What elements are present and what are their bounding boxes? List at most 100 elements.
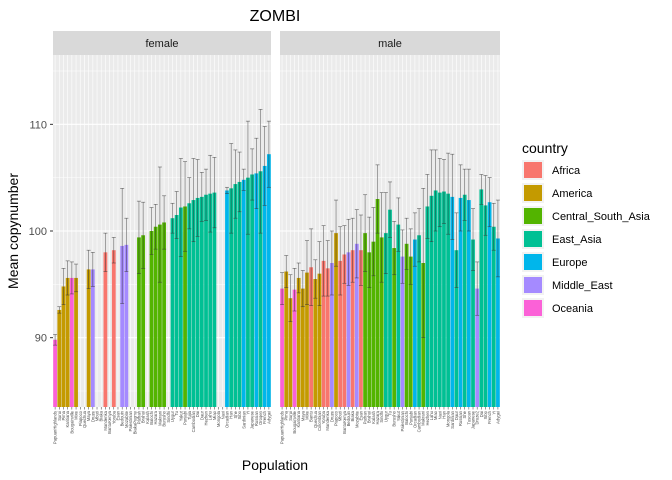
- y-axis-title: Mean copynumber: [5, 173, 21, 289]
- error-bar-male-Kalash: [371, 207, 376, 277]
- x-tick-label: Quechua: [313, 410, 318, 428]
- bar-male-Mbuti: [338, 260, 343, 407]
- x-tick-label: Balochi: [404, 411, 409, 425]
- x-tick-label: Mbuti: [95, 411, 100, 421]
- bar-male-Lahu: [429, 195, 434, 407]
- x-tick-label: Sindhi: [379, 411, 384, 423]
- error-bar-male-Brahui: [367, 216, 372, 288]
- bar-female-Maya: [86, 269, 91, 407]
- error-bar-female-Mixe: [74, 263, 79, 293]
- x-tick-label: Esan: [115, 410, 120, 420]
- x-tick-label: Naxi: [220, 411, 225, 419]
- x-tick-label: Yakut: [396, 410, 401, 421]
- error-bar-female-Yakut: [178, 158, 183, 257]
- error-bar-male-Yoruba: [321, 225, 326, 297]
- error-bar-female-Balochi: [149, 207, 154, 255]
- bar-male-Hezhen: [425, 206, 430, 407]
- bar-female-Bougainville: [69, 277, 74, 407]
- bar-female-Druze: [90, 269, 95, 407]
- error-bar-female-Cambodian: [191, 158, 196, 242]
- error-bar-female-Yi: [245, 120, 250, 235]
- error-bar-male-Lahu: [429, 149, 434, 242]
- error-bar-female-Tu: [174, 191, 179, 239]
- error-bar-male-Adygei: [495, 199, 500, 278]
- x-tick-label: Mongola: [446, 410, 451, 427]
- error-bar-female-She: [233, 149, 238, 219]
- error-bar-male-Biaka: [350, 217, 355, 283]
- error-bar-female-Makrani: [157, 166, 162, 283]
- bar-male-Surui: [288, 298, 293, 407]
- error-bar-female-Mandenka: [103, 232, 108, 272]
- y-axis: 90 100 110: [29, 119, 53, 345]
- x-tick-label: Mixe: [304, 410, 309, 420]
- bar-male-Miao: [433, 190, 438, 407]
- bar-male-Maya: [300, 288, 305, 407]
- bar-male-Kalash: [371, 241, 376, 407]
- bar-male-Adygei: [496, 238, 500, 407]
- x-tick-label: Bougainville: [292, 410, 297, 433]
- x-tick-label: Cambodian: [417, 410, 422, 432]
- legend-label-Middle_East: Middle_East: [552, 280, 613, 292]
- error-bar-female-Brahui: [141, 201, 146, 269]
- legend: country Africa America Central_South_Asia E…: [522, 140, 651, 318]
- x-tick-label: Sardinian: [241, 410, 246, 428]
- error-bar-male-Mandenka: [325, 240, 330, 297]
- x-tick-label: Druze: [329, 410, 334, 422]
- error-bar-male-Balochi: [404, 217, 409, 270]
- error-bar-male-Hezhen: [425, 174, 430, 239]
- x-tick-label: Uygur: [383, 410, 388, 422]
- error-bar-female-Oroqen: [258, 109, 263, 234]
- error-bar-male-Makrani: [421, 188, 426, 338]
- x-tick-label: Orcadian: [224, 410, 229, 428]
- error-bar-male-Sindhi: [379, 192, 384, 283]
- x-tick-label: Yoruba: [111, 410, 116, 424]
- x-tick-label: Druze: [90, 410, 95, 422]
- bar-male-Mozabite: [354, 243, 359, 407]
- x-tick-label: Russian: [458, 410, 463, 426]
- error-bar-male-Miao: [433, 149, 438, 232]
- bar-male-Japanese: [471, 239, 475, 407]
- x-tick-label: Bedouin: [346, 410, 351, 426]
- bar-male-Han: [442, 191, 446, 407]
- bar-female-French: [262, 165, 267, 407]
- error-bar-female-Orcadian: [224, 186, 229, 194]
- bar-male-Quechua: [313, 279, 318, 407]
- x-tick-label: Piapoco: [334, 410, 339, 426]
- x-tick-label: Han: [441, 410, 446, 418]
- error-bar-female-Bougainville: [69, 261, 74, 295]
- x-tick-label: Burusho: [392, 410, 397, 426]
- legend-label-East_Asia: East_Asia: [552, 234, 602, 246]
- error-bar-male-Orcadian: [412, 212, 417, 267]
- bar-male-Colombian: [317, 273, 322, 407]
- error-bar-female-Miao: [212, 157, 217, 229]
- error-bar-female-Karitiana: [65, 260, 70, 296]
- error-bar-male-Punjabi: [408, 228, 413, 285]
- x-tick-label: Brahui: [367, 411, 372, 423]
- x-tick-label: Hezhen: [425, 410, 430, 425]
- facet-panel-male: male PapuanHighlands Pima Surui Bougainvill…: [280, 31, 500, 444]
- x-tick-label: BantuKenya: [107, 410, 112, 433]
- x-tick-label: Pima: [61, 410, 66, 420]
- x-tick-label: Bantu: [309, 410, 314, 422]
- x-tick-label: Makrani: [421, 411, 426, 426]
- chart-title: ZOMBI: [250, 8, 301, 25]
- bar-male-Pima: [284, 271, 289, 407]
- bar-male-Dai: [479, 189, 484, 407]
- bar-female-Pima: [61, 286, 66, 407]
- y-tick-label: 110: [29, 119, 47, 131]
- x-tick-label: PapuanHighlands: [280, 411, 285, 444]
- bar-male-Brahui: [367, 252, 372, 407]
- y-tick-label: 100: [29, 226, 47, 238]
- bar-female-Tujia: [187, 203, 192, 407]
- x-tick-label: Miao: [433, 410, 438, 420]
- x-tick-label: Adygei: [495, 411, 500, 424]
- error-bar-female-Pathan: [136, 200, 141, 274]
- bar-male-Karitiana: [296, 277, 301, 407]
- x-tick-label: Han: [229, 410, 234, 418]
- x-tick-label: French: [487, 410, 492, 424]
- error-bar-male-Palestinian: [400, 229, 405, 284]
- x-tick-label: Karitiana: [296, 410, 301, 427]
- x-tick-label: Xibo: [483, 410, 488, 419]
- error-bar-female-Daur: [199, 172, 204, 222]
- error-bar-male-Pima: [284, 255, 289, 288]
